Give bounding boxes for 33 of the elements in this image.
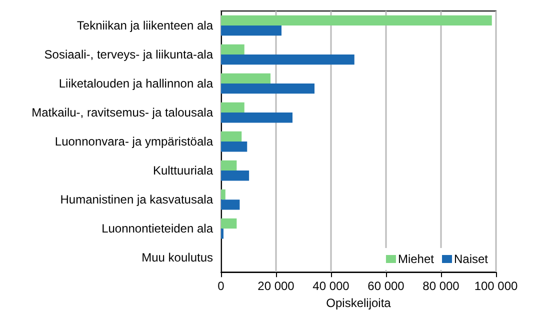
y-tick-label: Muu koulutus: [142, 250, 213, 265]
y-tick-label: Humanistinen ja kasvatusala: [60, 192, 214, 207]
x-tick-label: 0: [218, 279, 225, 294]
x-tick-label: 80 000: [422, 279, 460, 294]
bar: [221, 189, 226, 200]
bar: [221, 102, 244, 113]
x-tick-label: 40 000: [312, 279, 350, 294]
y-tick-label: Luonnontieteiden ala: [102, 222, 214, 236]
bar: [221, 218, 237, 229]
y-tick-label: Luonnonvara- ja ympäristöala: [54, 134, 214, 149]
bar: [221, 131, 242, 142]
bar: [221, 142, 248, 152]
bar: [221, 73, 270, 84]
y-tick-label: Kulttuuriala: [152, 164, 214, 178]
bar: [221, 44, 244, 55]
bar: [221, 26, 282, 36]
legend-label: Miehet: [398, 252, 435, 266]
y-tick-label: Liiketalouden ja hallinnon ala: [58, 76, 214, 91]
bar: [221, 112, 292, 123]
legend-label: Naiset: [454, 252, 489, 266]
bar: [221, 15, 492, 26]
x-tick-label: 60 000: [368, 279, 405, 294]
bar: [221, 84, 314, 94]
y-tick-label: Sosiaali-, terveys- ja liikunta-ala: [44, 48, 214, 62]
bar: [221, 170, 250, 181]
bar: [221, 160, 237, 171]
x-tick-label: 100 000: [474, 279, 518, 294]
y-tick-label: Tekniikan ja liikenteen ala: [76, 18, 214, 33]
bar: [221, 54, 354, 65]
y-tick-label: Matkailu-, ravitsemus- ja talousala: [32, 106, 214, 120]
x-tick-label: 20 000: [258, 279, 295, 294]
bar: [221, 200, 240, 210]
x-axis-title: Opiskelijoita: [326, 296, 392, 310]
